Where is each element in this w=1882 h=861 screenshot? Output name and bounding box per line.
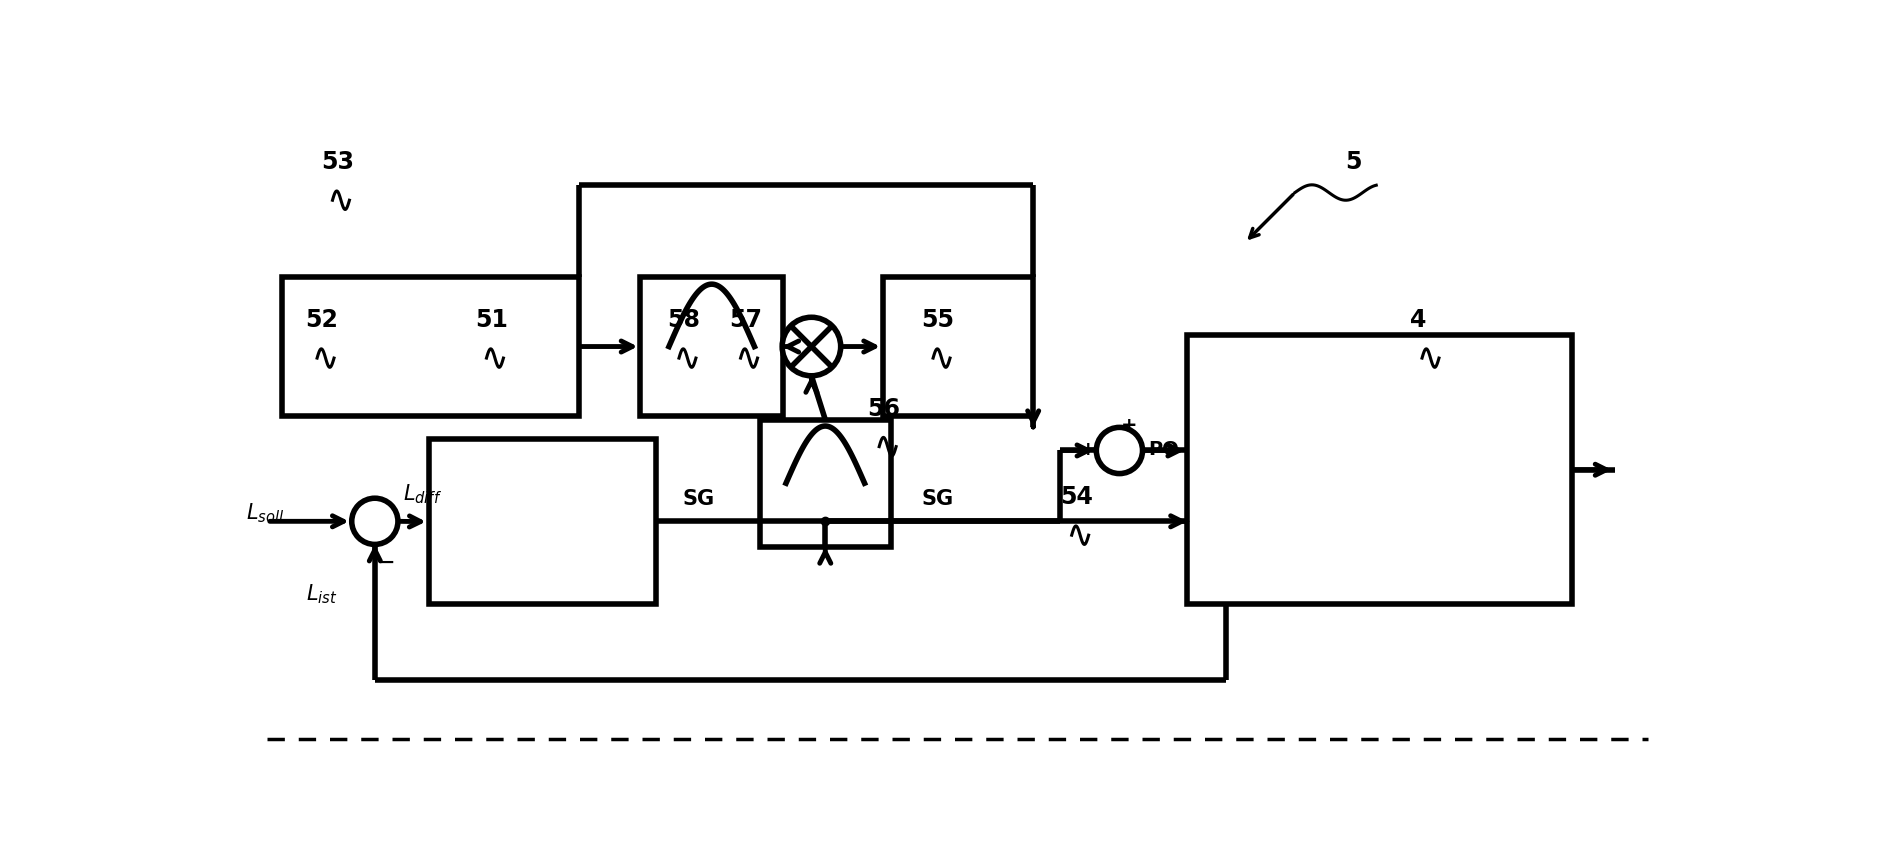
Text: 5: 5 — [1344, 150, 1361, 174]
Text: 56: 56 — [868, 396, 900, 420]
Bar — [640, 278, 783, 417]
Bar — [429, 439, 655, 604]
Text: 55: 55 — [920, 307, 954, 331]
Text: 52: 52 — [305, 307, 339, 331]
Text: 53: 53 — [320, 150, 354, 174]
Text: +: + — [1078, 440, 1095, 459]
Text: +: + — [1120, 415, 1137, 434]
Circle shape — [352, 499, 397, 545]
Text: $L_{soll}$: $L_{soll}$ — [247, 501, 284, 524]
Circle shape — [781, 318, 839, 376]
Text: SG: SG — [683, 489, 715, 509]
Text: SG: SG — [920, 489, 952, 509]
Bar — [760, 420, 890, 547]
Text: PO: PO — [1148, 440, 1178, 459]
Text: −: − — [378, 552, 395, 571]
Text: 51: 51 — [474, 307, 508, 331]
Text: 57: 57 — [728, 307, 762, 331]
Text: 4: 4 — [1410, 307, 1427, 331]
Bar — [282, 278, 578, 417]
Circle shape — [1095, 428, 1142, 474]
Text: 58: 58 — [666, 307, 700, 331]
Text: 54: 54 — [1060, 485, 1092, 509]
Bar — [1186, 336, 1571, 604]
Bar — [883, 278, 1033, 417]
Text: $L_{diff}$: $L_{diff}$ — [403, 481, 442, 505]
Text: $L_{ist}$: $L_{ist}$ — [305, 581, 337, 605]
